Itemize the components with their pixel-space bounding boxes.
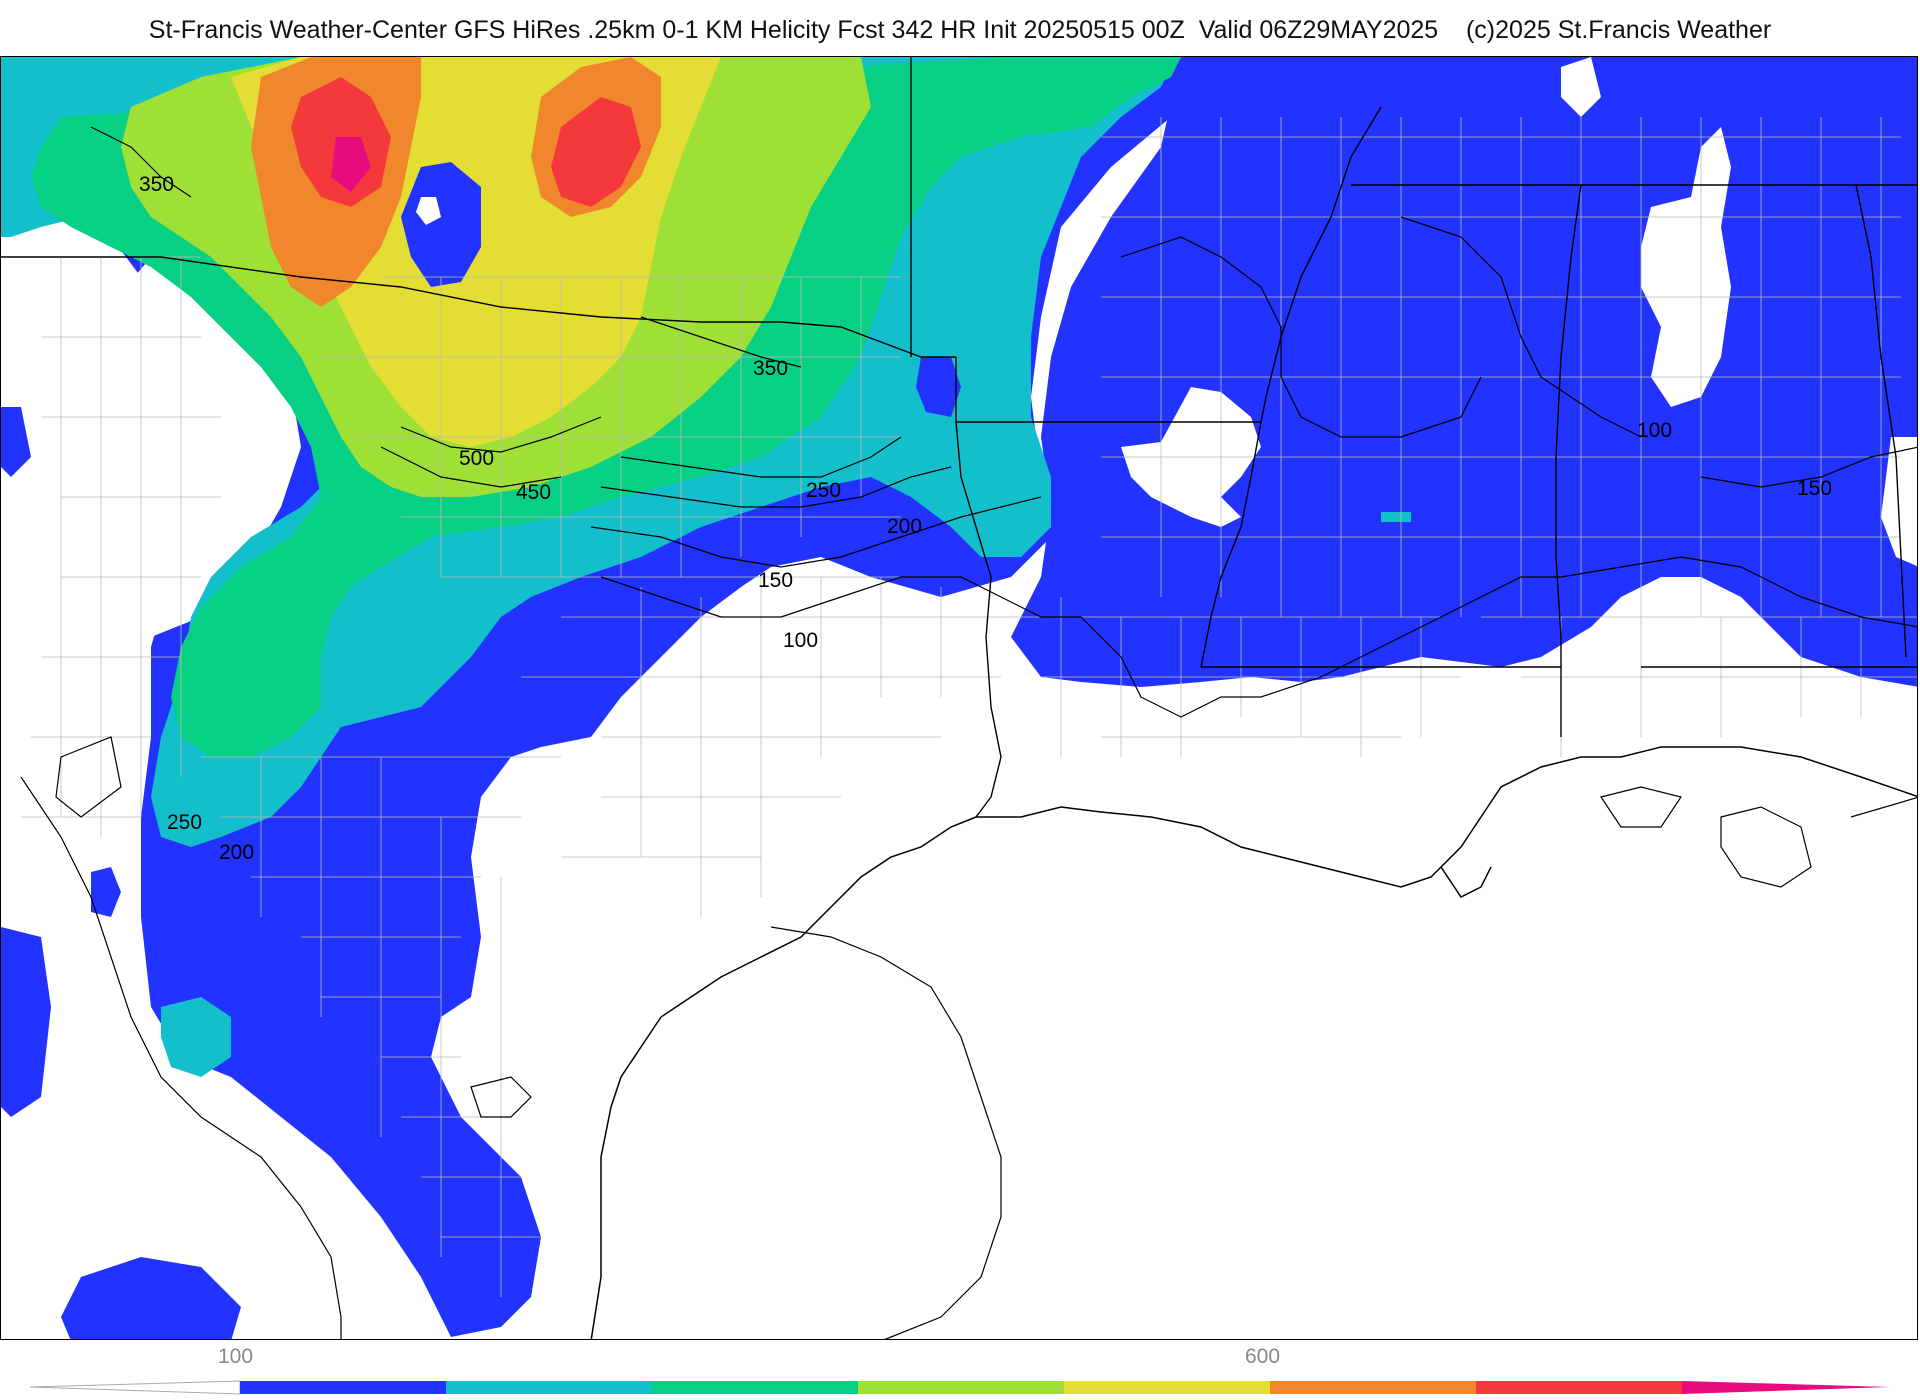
contour-label: 450 [516, 481, 551, 504]
texas-oklahoma-border [1, 256, 956, 358]
red-region-east [551, 97, 641, 207]
blue-core-north [401, 162, 481, 287]
colorbar [29, 1380, 1890, 1395]
contour-200-central [600, 466, 952, 508]
colorbar-segment [1064, 1381, 1270, 1394]
map-canvas: 350 350 500 450 250 200 150 100 250 200 … [1, 57, 1917, 1339]
contour-label: 350 [139, 173, 174, 196]
mississippi-river [1200, 106, 1382, 668]
colorbar-tick-label: 100 [218, 1345, 254, 1368]
white-core-north [416, 197, 441, 225]
blue-blob-west [91, 867, 121, 917]
colorbar-segment [858, 1381, 1064, 1394]
contour-250-central [620, 436, 902, 478]
teal-blob-south [161, 997, 231, 1077]
contour-100-central [600, 556, 1917, 718]
alabama-georgia-border [1855, 184, 1907, 658]
colorbar-segment [1270, 1381, 1476, 1394]
contour-lines [20, 126, 1917, 1339]
contour-350-central [640, 316, 802, 368]
contour-label: 150 [1797, 477, 1832, 500]
contour-label: 200 [219, 841, 254, 864]
contour-gulf-south [770, 926, 1002, 1339]
contour-label: 150 [758, 569, 793, 592]
state-boundaries [1, 57, 1917, 818]
colorbar-left-arrow [29, 1380, 241, 1395]
contour-label: 200 [887, 515, 922, 538]
mississippi-alabama-border [1555, 184, 1582, 737]
white-hole-alabama [1641, 127, 1731, 407]
contour-labels: 350 350 500 450 250 200 150 100 250 200 … [139, 173, 1832, 864]
teal-blob-ms [1381, 512, 1411, 522]
blue-region-southwest [1, 927, 51, 1117]
contour-west-loop [55, 736, 122, 818]
blue-region-south [61, 1257, 241, 1339]
blue-region-west-edge [1, 407, 31, 477]
contour-500 [400, 416, 602, 453]
contour-label: 350 [753, 357, 788, 380]
contour-label: 500 [459, 447, 494, 470]
blue-core-east [916, 357, 961, 417]
contour-100-east [1400, 216, 1642, 438]
contour-label: 250 [167, 811, 202, 834]
contour-label: 100 [1637, 419, 1672, 442]
white-hole-east-edge [1881, 437, 1917, 567]
colorbar-segment [652, 1381, 858, 1394]
contour-gulf-1 [1600, 786, 1682, 828]
contour-450 [380, 446, 562, 488]
contour-gulf-3 [1850, 796, 1917, 818]
contour-350-nw [90, 126, 192, 198]
colorbar-segment [240, 1381, 446, 1394]
contour-100-west [20, 776, 342, 1339]
white-hole-north [1561, 57, 1601, 117]
contour-150-far-east [1700, 446, 1917, 488]
contour-gulf-2 [1720, 806, 1812, 888]
colorbar-segment [446, 1381, 652, 1394]
contour-150-central [590, 496, 1042, 568]
shaded-contours [1, 57, 1917, 1339]
contour-south-loop [470, 1076, 532, 1118]
coastline [590, 746, 1917, 1339]
blue-region-east [1011, 57, 1917, 687]
colorbar-right-arrow [1682, 1381, 1890, 1394]
colorbar-tick-label: 600 [1245, 1345, 1281, 1368]
magenta-core [331, 137, 371, 192]
teal-blob-east [1001, 152, 1051, 207]
contour-label: 250 [806, 479, 841, 502]
colorbar-segment [1476, 1381, 1682, 1394]
contour-label: 100 [783, 629, 818, 652]
texas-arkansas-louisiana-border [955, 357, 1002, 818]
helicity-map[interactable]: 350 350 500 450 250 200 150 100 250 200 … [0, 56, 1918, 1340]
map-title: St-Francis Weather-Center GFS HiRes .25k… [148, 16, 1772, 44]
contour-150-east [1120, 236, 1482, 438]
